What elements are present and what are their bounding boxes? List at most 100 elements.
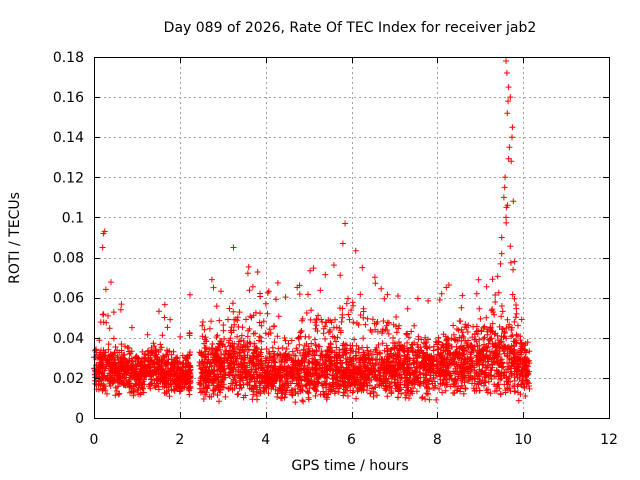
- data-point: [155, 349, 162, 355]
- data-point: [360, 308, 367, 315]
- data-point: [171, 362, 177, 369]
- data-point: [121, 371, 128, 378]
- data-point: [281, 383, 288, 390]
- data-point: [296, 382, 303, 388]
- data-point: [305, 394, 312, 401]
- data-point: [390, 353, 396, 360]
- data-point: [350, 319, 357, 326]
- data-point: [198, 352, 205, 359]
- data-point: [498, 303, 505, 309]
- data-point: [330, 324, 337, 331]
- data-point: [148, 380, 155, 386]
- data-point: [243, 316, 249, 323]
- data-point: [265, 390, 272, 397]
- data-point: [453, 387, 460, 394]
- data-point: [496, 385, 503, 392]
- data-point: [236, 385, 243, 392]
- scatter-points: [91, 58, 533, 406]
- data-point: [202, 348, 209, 355]
- data-point: [308, 307, 315, 314]
- data-point: [362, 355, 369, 362]
- data-point: [468, 355, 475, 362]
- data-point: [517, 347, 524, 354]
- data-point: [264, 289, 271, 296]
- data-point: [246, 287, 253, 294]
- y-tick-label: 0.18: [53, 50, 84, 66]
- data-point: [324, 371, 331, 378]
- data-point: [518, 342, 525, 348]
- data-point: [199, 388, 206, 395]
- data-point: [511, 318, 518, 325]
- data-point: [185, 360, 192, 367]
- data-point: [225, 385, 232, 392]
- data-point: [515, 397, 522, 404]
- data-point: [199, 322, 206, 329]
- data-point: [120, 354, 127, 361]
- x-axis-label: GPS time / hours: [291, 458, 408, 474]
- data-point: [450, 322, 457, 329]
- data-point: [479, 362, 486, 368]
- data-point: [523, 381, 530, 387]
- data-point: [130, 388, 136, 395]
- data-point: [498, 333, 505, 340]
- data-point: [515, 389, 521, 396]
- data-point: [133, 380, 139, 387]
- data-point: [325, 329, 332, 336]
- data-point: [345, 295, 351, 302]
- data-point: [495, 289, 502, 296]
- data-point: [423, 357, 430, 364]
- data-point: [341, 378, 347, 385]
- data-point: [467, 351, 474, 358]
- data-point: [361, 359, 368, 366]
- data-point: [374, 374, 381, 380]
- data-point: [438, 290, 445, 297]
- data-point: [220, 359, 227, 366]
- data-point: [312, 325, 319, 332]
- data-point: [246, 382, 253, 389]
- data-point: [237, 375, 244, 382]
- data-point: [430, 343, 437, 350]
- data-point: [504, 353, 510, 360]
- data-point: [303, 310, 310, 316]
- data-point: [276, 357, 283, 363]
- data-point: [416, 381, 423, 388]
- data-point: [380, 318, 387, 324]
- data-point: [248, 366, 254, 373]
- data-point: [162, 371, 169, 378]
- data-point: [353, 366, 360, 373]
- data-point: [350, 302, 357, 309]
- data-point: [394, 371, 401, 378]
- data-point: [104, 390, 110, 397]
- data-point: [127, 389, 133, 396]
- data-point: [388, 373, 394, 380]
- data-point: [257, 293, 264, 300]
- data-point: [291, 352, 297, 359]
- data-point: [179, 360, 186, 367]
- data-point: [351, 363, 357, 370]
- data-point: [433, 396, 440, 403]
- data-point: [368, 385, 375, 392]
- data-point: [153, 347, 159, 354]
- data-point: [449, 352, 455, 358]
- data-point: [234, 317, 241, 324]
- x-tick-label: 4: [261, 432, 270, 448]
- data-point: [334, 374, 340, 381]
- data-point: [359, 264, 366, 271]
- data-point: [113, 372, 120, 379]
- y-tick-label: 0.06: [53, 291, 84, 307]
- x-tick-label: 0: [90, 432, 99, 448]
- data-point: [312, 383, 319, 389]
- data-point: [287, 372, 294, 379]
- data-point: [213, 356, 220, 363]
- data-point: [179, 352, 186, 359]
- data-point: [231, 340, 238, 347]
- data-point: [140, 389, 147, 396]
- data-point: [354, 374, 361, 381]
- data-point: [187, 383, 194, 390]
- data-point: [236, 349, 243, 356]
- data-point: [110, 352, 117, 359]
- data-point: [364, 347, 371, 354]
- data-point: [465, 344, 472, 351]
- data-point: [485, 372, 492, 379]
- data-point: [220, 376, 227, 383]
